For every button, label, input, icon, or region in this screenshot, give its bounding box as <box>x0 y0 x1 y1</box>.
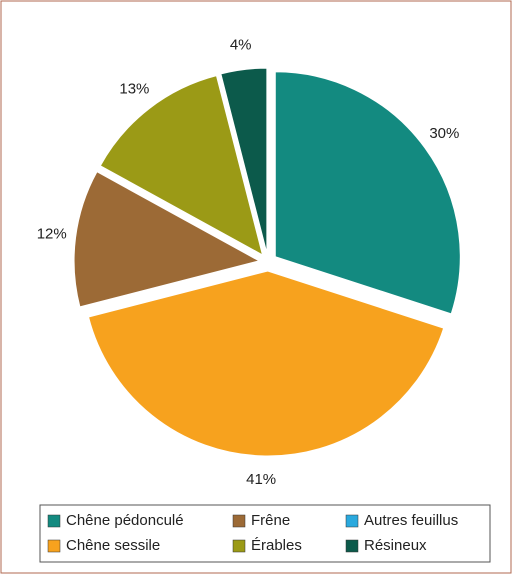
legend-label: Résineux <box>364 537 427 554</box>
legend-label: Chêne pédonculé <box>66 512 184 529</box>
data-label: 41% <box>246 471 276 488</box>
legend-label: Frêne <box>251 512 290 529</box>
legend-swatch <box>47 514 61 528</box>
pie-slice <box>274 71 461 315</box>
legend-label: Chêne sessile <box>66 537 160 554</box>
legend-swatch <box>232 539 246 553</box>
pie-slice <box>99 75 264 256</box>
pie-slice <box>73 171 261 308</box>
legend-label: Érables <box>251 537 302 554</box>
data-label: 30% <box>429 125 459 142</box>
legend-label: Autres feuillus <box>364 512 458 529</box>
pie-slice <box>87 270 445 457</box>
legend-swatch <box>345 514 359 528</box>
legend-swatch <box>47 539 61 553</box>
data-label: 4% <box>230 37 252 54</box>
data-label: 13% <box>119 81 149 98</box>
data-label: 12% <box>37 226 67 243</box>
legend-swatch <box>345 539 359 553</box>
legend-swatch <box>232 514 246 528</box>
pie-slice <box>220 67 268 254</box>
legend-box <box>39 504 491 563</box>
